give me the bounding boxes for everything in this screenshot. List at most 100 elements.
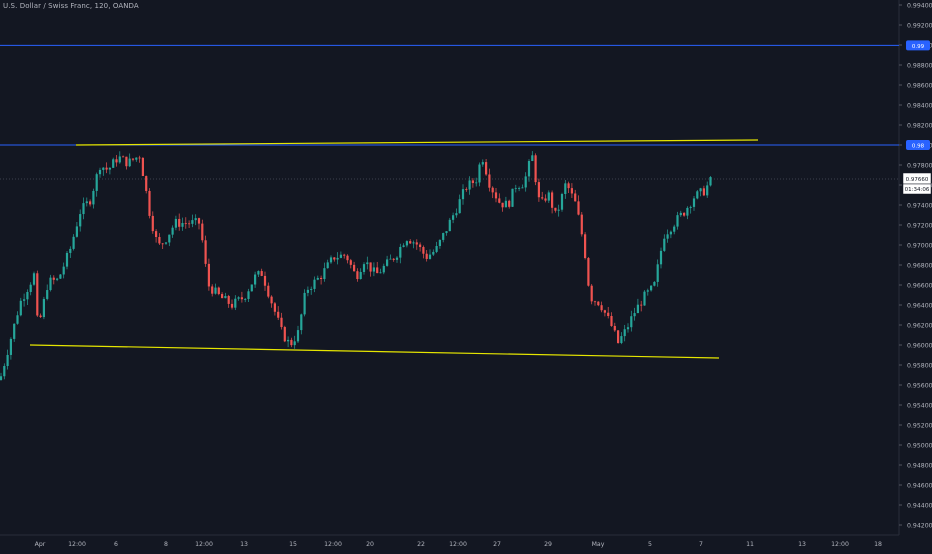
candle-body bbox=[597, 302, 599, 306]
candle-body bbox=[693, 198, 695, 206]
x-tick-label: 22 bbox=[417, 541, 425, 548]
candle-body bbox=[683, 213, 685, 216]
candle-body bbox=[191, 220, 193, 224]
candle-body bbox=[271, 297, 273, 304]
candle-body bbox=[132, 159, 134, 160]
candle-body bbox=[333, 257, 335, 259]
candle-body bbox=[53, 278, 55, 280]
candle-body bbox=[330, 257, 332, 262]
candle-body bbox=[115, 159, 117, 162]
y-tick-label: 0.99200 bbox=[907, 23, 932, 30]
candle-body bbox=[59, 274, 61, 278]
candle-body bbox=[63, 267, 65, 275]
candle-body bbox=[96, 174, 98, 191]
candle-body bbox=[515, 188, 517, 189]
candle-body bbox=[452, 215, 454, 220]
candle-body bbox=[122, 156, 124, 157]
candle-body bbox=[574, 193, 576, 201]
candle-body bbox=[564, 183, 566, 194]
candle-body bbox=[700, 188, 702, 191]
candle-body bbox=[267, 286, 269, 297]
candle-body bbox=[23, 299, 25, 300]
candle-body bbox=[403, 245, 405, 247]
x-tick-label: 15 bbox=[289, 541, 297, 548]
candle-body bbox=[241, 297, 243, 299]
candle-body bbox=[673, 227, 675, 232]
x-tick-label: 5 bbox=[648, 541, 652, 548]
candle-body bbox=[393, 259, 395, 260]
candle-body bbox=[106, 168, 108, 170]
candle-body bbox=[340, 255, 342, 258]
candle-body bbox=[40, 316, 42, 318]
candle-body bbox=[327, 262, 329, 268]
candle-body bbox=[686, 208, 688, 216]
x-tick-label: 12:00 bbox=[195, 541, 213, 548]
y-tick-label: 0.98800 bbox=[907, 63, 932, 70]
candle-body bbox=[657, 264, 659, 282]
candle-body bbox=[389, 259, 391, 260]
candle-body bbox=[181, 223, 183, 227]
candle-body bbox=[663, 239, 665, 251]
candle-body bbox=[436, 246, 438, 252]
x-tick-label: 12:00 bbox=[449, 541, 467, 548]
candle-body bbox=[571, 188, 573, 193]
candle-body bbox=[709, 177, 711, 185]
candle-body bbox=[205, 240, 207, 264]
y-tick-label: 0.96000 bbox=[907, 343, 932, 350]
candle-body bbox=[511, 189, 513, 207]
candle-body bbox=[660, 251, 662, 264]
y-tick-label: 0.94800 bbox=[907, 463, 932, 470]
candle-body bbox=[607, 313, 609, 316]
candle-body bbox=[445, 231, 447, 233]
candle-body bbox=[581, 215, 583, 235]
candle-body bbox=[79, 214, 81, 226]
candle-body bbox=[119, 156, 121, 162]
candle-body bbox=[135, 158, 137, 160]
candle-body bbox=[584, 234, 586, 258]
candle-body bbox=[696, 191, 698, 198]
candle-body bbox=[82, 203, 84, 214]
candle-body bbox=[92, 191, 94, 204]
candle-body bbox=[247, 291, 249, 299]
candle-body bbox=[284, 327, 286, 341]
candle-body bbox=[568, 183, 570, 188]
candle-body bbox=[653, 282, 655, 286]
candle-body bbox=[69, 249, 71, 253]
candle-body bbox=[409, 241, 411, 243]
candle-body bbox=[346, 256, 348, 261]
candle-body bbox=[26, 292, 28, 299]
candle-body bbox=[13, 324, 15, 339]
y-tick-label: 0.95200 bbox=[907, 423, 932, 430]
candle-body bbox=[244, 299, 246, 300]
candle-body bbox=[274, 303, 276, 311]
candle-body bbox=[20, 301, 22, 315]
candle-body bbox=[554, 208, 556, 211]
y-tick-label: 0.95600 bbox=[907, 383, 932, 390]
candle-body bbox=[637, 305, 639, 313]
candle-body bbox=[594, 301, 596, 302]
candle-body bbox=[218, 288, 220, 294]
x-tick-label: 6 bbox=[114, 541, 118, 548]
candle-body bbox=[224, 296, 226, 298]
candle-body bbox=[502, 203, 504, 208]
candle-body bbox=[544, 198, 546, 200]
candle-body bbox=[211, 286, 213, 293]
candle-body bbox=[670, 232, 672, 235]
candle-body bbox=[16, 315, 18, 323]
candle-body bbox=[604, 310, 606, 312]
candle-body bbox=[36, 273, 38, 315]
candle-body bbox=[634, 313, 636, 316]
candle-body bbox=[551, 192, 553, 207]
y-tick-label: 0.94400 bbox=[907, 503, 932, 510]
candle-body bbox=[617, 330, 619, 343]
candle-body bbox=[455, 213, 457, 215]
candle-body bbox=[449, 220, 451, 231]
horizontal-line-label: 0.99 bbox=[912, 44, 925, 50]
candle-body bbox=[304, 293, 306, 314]
candle-body bbox=[412, 242, 414, 243]
candle-body bbox=[469, 180, 471, 189]
candle-body bbox=[234, 299, 236, 308]
candle-body bbox=[383, 266, 385, 273]
